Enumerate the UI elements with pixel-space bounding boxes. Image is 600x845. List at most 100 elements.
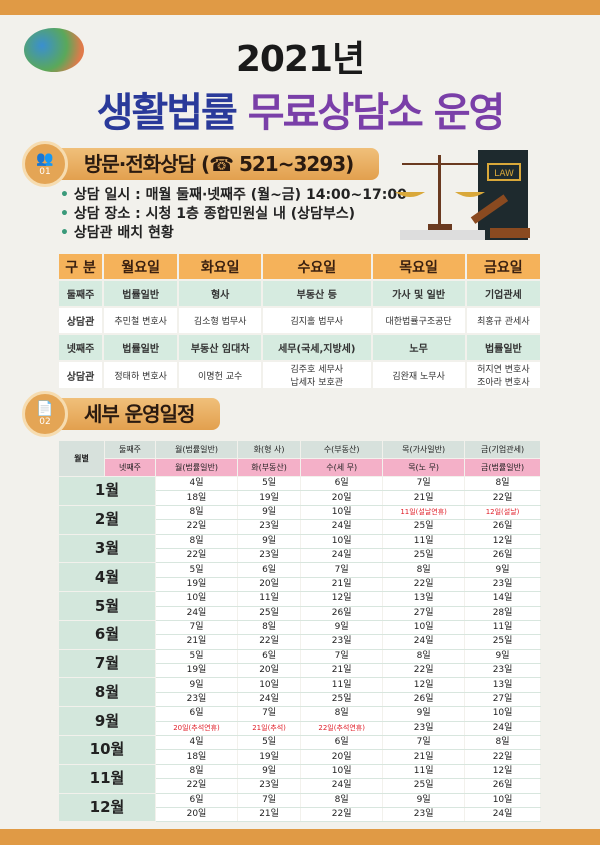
schedule-row: 22일 23일 24일 25일 26일 (59, 547, 541, 564)
schedule-date: 8일 (382, 648, 466, 665)
law-scales-gavel-illustration: LAW (395, 150, 530, 240)
schedule-date: 12일 (464, 763, 541, 780)
city-logo (24, 28, 84, 72)
schedule-date: 14일 (464, 591, 541, 607)
schedule-row: 11월 8일 9일 10일 11일 12일 (58, 763, 541, 794)
schedule-date: 24일 (300, 547, 384, 564)
schedule-date: 24일 (464, 720, 541, 737)
schedule-date: 19일 (155, 663, 238, 679)
schedule-date: 20일(추석연휴) (155, 720, 238, 737)
schedule-date: 8일 (300, 792, 384, 808)
schedule-date: 21일 (382, 749, 466, 765)
schedule-date: 25일 (464, 634, 541, 650)
schedule-date: 6일 (236, 648, 302, 665)
section-number: 01 (39, 167, 51, 177)
bullet-staff: 상담관 배치 현황 (60, 224, 407, 243)
schedule-date: 22일 (382, 576, 466, 593)
month-label: 6월 (58, 619, 156, 650)
table-cell: 노무 (370, 333, 467, 362)
schedule-date: 23일 (464, 663, 541, 679)
schedule-date: 23일 (236, 519, 302, 535)
schedule-row: 22일 23일 24일 25일 26일 (59, 778, 541, 794)
table-cell: 최홍규 관세사 (464, 306, 543, 335)
schedule-date: 8일 (382, 562, 466, 578)
table-cell: 부동산 임대차 (177, 333, 264, 362)
schedule-row: 18일 19일 20일 21일 22일 (59, 490, 541, 506)
table-row: 둘째주 법률일반 형사 부동산 등 가사 및 일반 기업관세 (56, 279, 543, 308)
schedule-date: 18일 (155, 490, 238, 506)
month-label: 1월 (58, 476, 156, 506)
schedule-date: 25일 (236, 605, 302, 621)
schedule-row: 12월 6일 7일 8일 9일 10일 (58, 792, 541, 823)
schedule-row: 7월 5일 6일 7일 8일 9일 (58, 648, 541, 679)
schedule-date: 11일 (464, 619, 541, 636)
schedule-date: 21일 (300, 576, 384, 593)
schedule-date: 5일 (236, 475, 302, 492)
table-cell: 상담관 (56, 306, 105, 335)
table-cell: 대한법률구조공단 (370, 306, 467, 335)
month-label: 12월 (58, 792, 156, 823)
schedule-date: 20일 (300, 490, 384, 506)
day-header-week2: 목(가사일반) (382, 440, 466, 459)
schedule-date: 7일 (300, 562, 384, 578)
schedule-date: 13일 (382, 591, 466, 607)
section-number: 02 (39, 417, 51, 427)
schedule-row: 24일 25일 26일 27일 28일 (59, 605, 541, 621)
schedule-date: 23일 (236, 547, 302, 564)
schedule-date: 7일 (382, 735, 466, 751)
table-cell: 상담관 (56, 360, 105, 390)
schedule-date: 4일 (155, 735, 238, 751)
table-header-cell: 목요일 (370, 252, 467, 281)
month-label: 2월 (58, 504, 156, 535)
day-header-week4: 수(세 무) (300, 458, 384, 477)
schedule-date: 10일 (155, 591, 238, 607)
table-cell: 둘째주 (56, 279, 105, 308)
month-label: 7월 (58, 648, 156, 679)
section-title: 방문·전화상담 (☎ 521~3293) (56, 148, 380, 180)
schedule-date: 4일 (155, 475, 238, 492)
day-header-week2: 월(법률일반) (155, 440, 238, 459)
info-bullets: 상담 일시 : 매월 둘째·넷째주 (월~금) 14:00~17:00 상담 장… (60, 186, 407, 243)
schedule-date: 22일 (155, 519, 238, 535)
schedule-date: 5일 (155, 648, 238, 665)
table-row: 넷째주 법률일반 부동산 임대차 세무(국세,지방세) 노무 법률일반 (56, 333, 543, 362)
schedule-table: 월별 둘째주 월(법률일반) 화(형 사) 수(부동산) 목(가사일반) 금(기업관세) 넷… (58, 440, 541, 823)
section-title: 세부 운영일정 (56, 398, 221, 430)
schedule-date: 5일 (236, 735, 302, 751)
schedule-date: 11일 (300, 677, 384, 693)
schedule-date: 11일 (236, 591, 302, 607)
schedule-row: 3월 8일 9일 10일 11일 12일 (58, 533, 541, 564)
day-header-week4: 금(법률일반) (464, 458, 541, 477)
schedule-date: 23일 (464, 576, 541, 593)
month-label: 10월 (58, 735, 156, 765)
schedule-date: 24일 (382, 634, 466, 650)
schedule-date: 26일 (464, 778, 541, 794)
year-heading: 2021년 (235, 39, 365, 80)
table-cell: 세무(국세,지방세) (261, 333, 373, 362)
schedule-date: 8일 (236, 619, 302, 636)
month-label: 9월 (58, 706, 156, 737)
law-book-label: LAW (494, 169, 514, 179)
schedule-row: 19일 20일 21일 22일 23일 (59, 576, 541, 593)
bottom-banner-bar (0, 829, 600, 845)
schedule-date: 23일 (382, 720, 466, 737)
document-icon: 📄 02 (22, 391, 68, 437)
table-cell: 부동산 등 (261, 279, 373, 308)
schedule-date: 9일 (236, 504, 302, 521)
schedule-date: 7일 (236, 706, 302, 722)
schedule-date: 24일 (300, 778, 384, 794)
schedule-date: 23일 (382, 806, 466, 823)
schedule-date: 18일 (155, 749, 238, 765)
schedule-date: 22일 (236, 634, 302, 650)
schedule-date: 21일 (382, 490, 466, 506)
schedule-date: 20일 (236, 576, 302, 593)
schedule-date: 11일(설날연휴) (382, 504, 466, 521)
table-cell: 법률일반 (102, 279, 180, 308)
schedule-date: 5일 (155, 562, 238, 578)
table-header-cell: 수요일 (261, 252, 373, 281)
schedule-date: 6일 (155, 706, 238, 722)
schedule-row: 10월 4일 5일 6일 7일 8일 (58, 735, 541, 765)
week2-label: 둘째주 (104, 440, 156, 459)
schedule-date: 19일 (236, 490, 302, 506)
schedule-date: 26일 (300, 605, 384, 621)
